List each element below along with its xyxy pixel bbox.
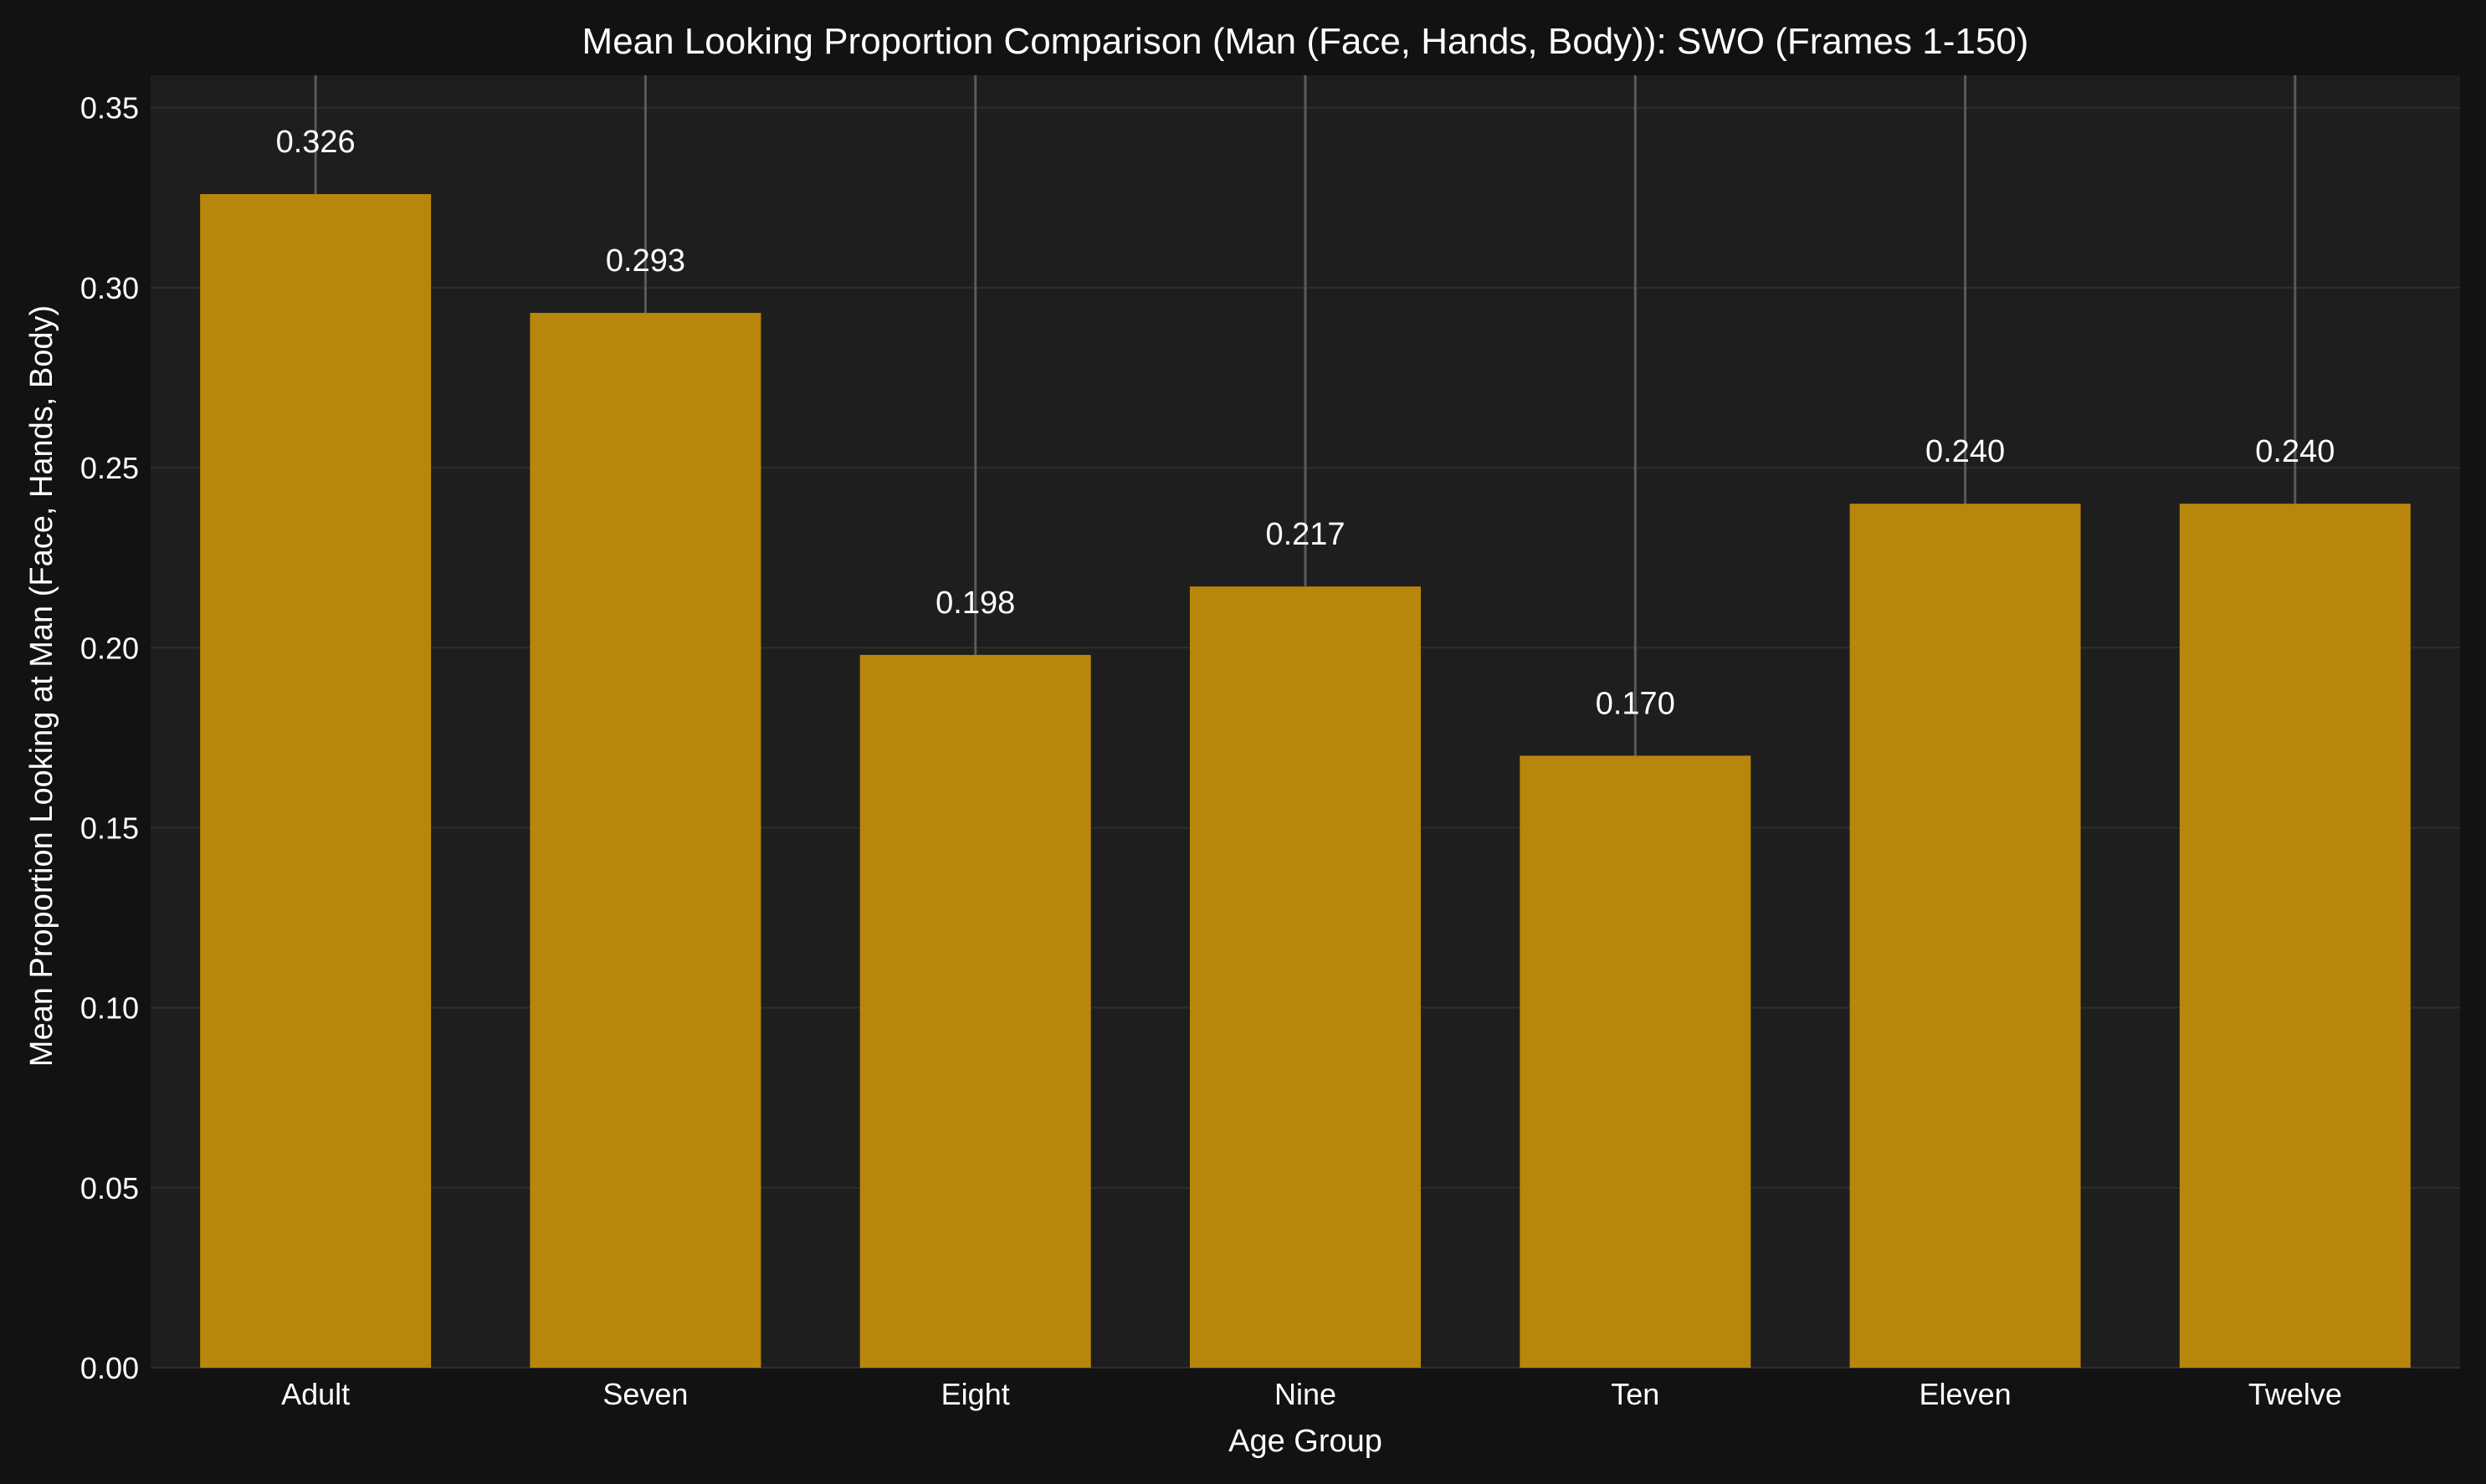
- chart-title: Mean Looking Proportion Comparison (Man …: [582, 21, 2029, 62]
- data-label: 0.240: [2255, 434, 2335, 469]
- x-tick-label: Twelve: [2248, 1377, 2342, 1411]
- y-tick-label: 0.05: [80, 1171, 139, 1205]
- x-tick-label: Eight: [941, 1377, 1010, 1411]
- data-label: 0.198: [935, 586, 1015, 621]
- bars: [200, 194, 2411, 1369]
- y-tick-label: 0.30: [80, 271, 139, 305]
- data-label: 0.326: [276, 125, 356, 160]
- data-labels: 0.326 0.293 0.198 0.217 0.170 0.240 0.240: [276, 125, 2335, 721]
- bar-nine: [1190, 586, 1421, 1368]
- x-axis-ticks: Adult Seven Eight Nine Ten Eleven Twelve: [281, 1377, 2342, 1411]
- bar-adult: [200, 194, 432, 1368]
- y-axis-label: Mean Proportion Looking at Man (Face, Ha…: [24, 305, 59, 1067]
- y-tick-label: 0.10: [80, 991, 139, 1026]
- x-tick-label: Nine: [1274, 1377, 1336, 1411]
- y-axis-ticks: 0.00 0.05 0.10 0.15 0.20 0.25 0.30 0.35: [80, 91, 139, 1385]
- x-tick-label: Eleven: [1920, 1377, 2012, 1411]
- y-tick-label: 0.15: [80, 811, 139, 845]
- y-tick-label: 0.20: [80, 631, 139, 665]
- data-label: 0.170: [1596, 686, 1675, 721]
- x-tick-label: Adult: [281, 1377, 350, 1411]
- bar-eleven: [1849, 504, 2081, 1369]
- x-tick-label: Seven: [602, 1377, 688, 1411]
- data-label: 0.217: [1265, 517, 1345, 552]
- bar-seven: [530, 313, 761, 1368]
- data-label: 0.240: [1925, 434, 2005, 469]
- x-axis-label: Age Group: [1228, 1424, 1382, 1459]
- error-lines: [314, 75, 2297, 756]
- bar-twelve: [2179, 504, 2411, 1369]
- y-tick-label: 0.25: [80, 451, 139, 485]
- y-tick-label: 0.35: [80, 91, 139, 125]
- data-label: 0.293: [606, 243, 685, 279]
- bar-eight: [859, 654, 1091, 1368]
- y-tick-label: 0.00: [80, 1351, 139, 1385]
- bar-ten: [1520, 755, 1751, 1368]
- x-tick-label: Ten: [1611, 1377, 1659, 1411]
